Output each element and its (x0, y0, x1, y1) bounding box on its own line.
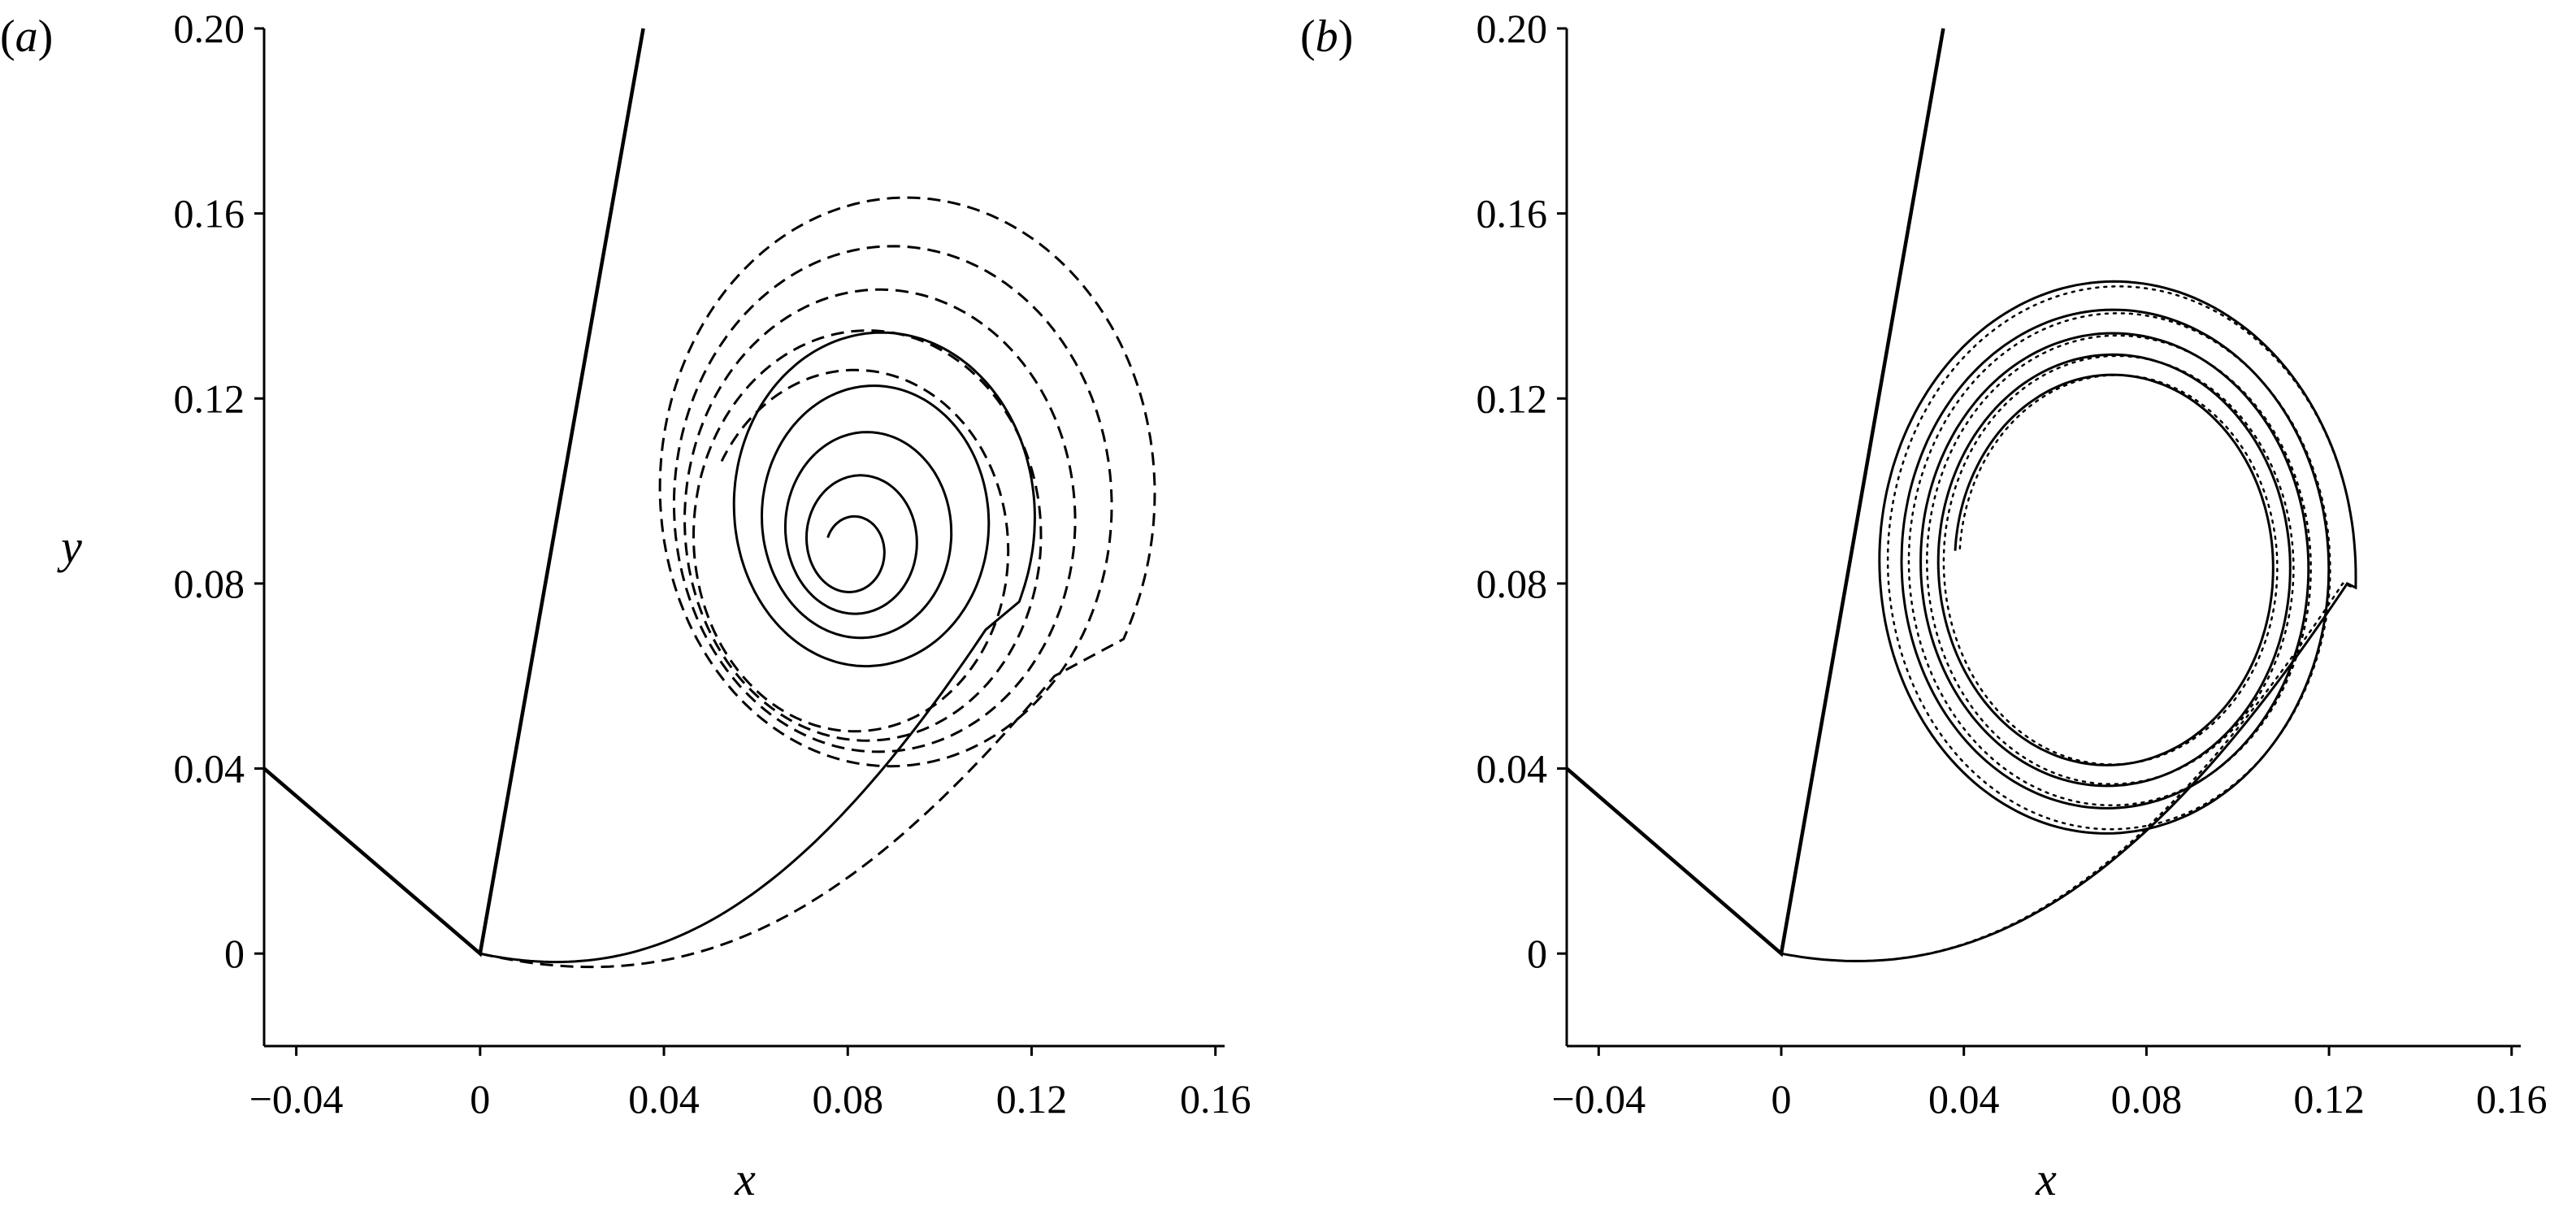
panel-b-x-ticks: −0.04 0 0.04 0.08 0.12 0.16 (1551, 1046, 2548, 1122)
panel-b-x-tick-label: 0.16 (2476, 1076, 2548, 1122)
panel-b-y-tick-label: 0.04 (1477, 746, 1548, 792)
panel-a-x-tick-label: −0.04 (249, 1076, 344, 1122)
panel-b-x-tick-label: −0.04 (1551, 1076, 1646, 1122)
panel-a-dashed-trajectory (479, 196, 1156, 969)
panel-a-y-tick-label: 0.08 (174, 561, 245, 606)
panel-a-x-tick-label: 0.16 (1180, 1076, 1251, 1122)
panel-a-x-ticks: −0.04 0 0.04 0.08 0.12 0.16 (249, 1046, 1251, 1122)
panel-a-x-tick-label: 0 (470, 1076, 490, 1122)
panel-b-y-ticks: 0 0.04 0.08 0.12 0.16 0.20 (1477, 6, 1567, 976)
panel-b-label: (b) (1300, 11, 1353, 62)
panel-b-dotted-trajectory (1780, 285, 2357, 962)
panel-b: (b) 0 0.04 0.08 0.12 0.16 0.20 −0.04 0 0.04 0.08… (1300, 6, 2548, 1205)
panel-a-x-tick-label: 0.04 (628, 1076, 700, 1122)
panel-a-y-tick-label: 0.20 (174, 6, 245, 51)
panel-b-solid-trajectory (1780, 280, 2357, 962)
panel-a: (a) 0 0.04 0.08 0.12 0.16 0.20 −0.04 0 0.04 0.08… (0, 6, 1251, 1205)
panel-a-series (479, 196, 1156, 969)
panel-a-label: (a) (0, 11, 53, 62)
panel-a-x-tick-label: 0.12 (996, 1076, 1068, 1122)
panel-a-solid-trajectory (479, 331, 1036, 964)
panel-b-y-tick-label: 0 (1527, 931, 1547, 976)
panel-a-y-tick-label: 0 (224, 931, 245, 976)
panel-b-x-tick-label: 0.08 (2111, 1076, 2183, 1122)
panel-a-x-tick-label: 0.08 (812, 1076, 883, 1122)
panel-b-x-tick-label: 0.04 (1928, 1076, 2000, 1122)
panel-b-x-axis-label: x (2035, 1153, 2057, 1205)
panel-a-y-tick-label: 0.04 (174, 746, 245, 792)
panel-b-y-tick-label: 0.12 (1477, 376, 1548, 421)
panel-a-y-tick-label: 0.16 (174, 191, 245, 237)
panel-b-y-tick-label: 0.16 (1477, 191, 1548, 237)
panel-a-wall (262, 28, 645, 957)
panel-a-y-axis-label: y (57, 520, 82, 573)
panel-b-x-tick-label: 0 (1772, 1076, 1792, 1122)
panel-b-x-tick-label: 0.12 (2293, 1076, 2365, 1122)
panel-a-walls (262, 28, 645, 957)
panel-a-y-tick-label: 0.12 (174, 376, 245, 421)
panel-b-y-tick-label: 0.08 (1477, 561, 1548, 606)
panel-b-y-tick-label: 0.20 (1477, 6, 1548, 51)
panel-a-x-axis-label: x (734, 1153, 756, 1205)
panel-a-y-ticks: 0 0.04 0.08 0.12 0.16 0.20 (174, 6, 264, 976)
panel-b-series (1780, 280, 2357, 962)
